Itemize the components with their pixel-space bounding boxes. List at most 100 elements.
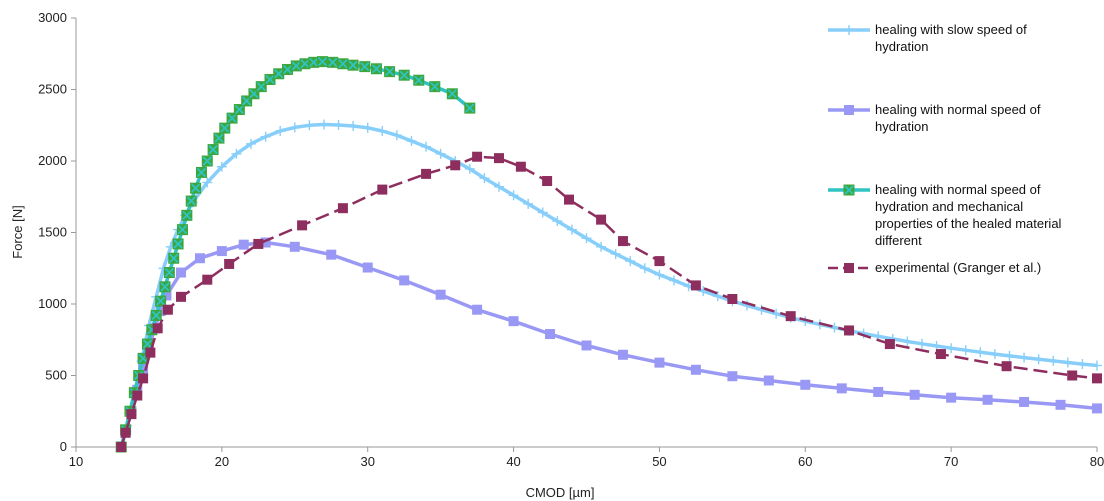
x-tick-label: 60 bbox=[798, 454, 812, 469]
data-point bbox=[202, 177, 213, 188]
data-point bbox=[233, 104, 245, 116]
data-point bbox=[260, 237, 271, 248]
data-point bbox=[195, 166, 207, 178]
data-point bbox=[289, 122, 300, 133]
data-point bbox=[219, 122, 231, 134]
data-point bbox=[698, 286, 709, 297]
data-point bbox=[581, 340, 592, 351]
data-point bbox=[120, 427, 131, 438]
y-tick-label: 1500 bbox=[38, 225, 67, 240]
x-tick-label: 40 bbox=[506, 454, 520, 469]
y-tick-label: 500 bbox=[45, 368, 67, 383]
data-point bbox=[297, 220, 308, 231]
data-point bbox=[542, 176, 553, 187]
data-point bbox=[975, 347, 986, 358]
legend-item-1: healing with slow speed of hydration bbox=[828, 22, 1027, 54]
data-point bbox=[435, 148, 446, 159]
data-point bbox=[771, 308, 782, 319]
data-point bbox=[138, 373, 149, 384]
data-point bbox=[275, 125, 286, 136]
data-point bbox=[238, 239, 249, 250]
data-point bbox=[639, 263, 650, 274]
data-point bbox=[1004, 350, 1015, 361]
data-point bbox=[224, 258, 235, 269]
data-point bbox=[464, 102, 476, 114]
data-point bbox=[916, 338, 927, 349]
data-point bbox=[902, 336, 913, 347]
data-point bbox=[989, 349, 1000, 360]
data-point bbox=[377, 184, 388, 195]
data-point bbox=[1055, 399, 1066, 410]
data-point bbox=[654, 357, 665, 368]
data-point bbox=[727, 293, 738, 304]
data-point bbox=[960, 345, 971, 356]
legend-label: hydration bbox=[875, 39, 928, 54]
y-axis-label: Force [N] bbox=[10, 205, 25, 258]
data-point bbox=[935, 349, 946, 360]
data-point bbox=[836, 383, 847, 394]
data-point bbox=[168, 252, 180, 264]
data-point bbox=[116, 442, 127, 452]
data-point bbox=[145, 347, 156, 358]
data-point bbox=[253, 238, 264, 249]
data-point bbox=[1092, 403, 1102, 414]
data-point bbox=[785, 311, 796, 322]
data-point bbox=[946, 343, 957, 354]
x-axis-label: CMOD [µm] bbox=[526, 485, 595, 500]
data-point bbox=[1062, 357, 1073, 368]
legend-swatch-marker bbox=[844, 25, 854, 35]
data-point bbox=[727, 371, 738, 382]
data-point bbox=[304, 120, 315, 131]
data-point bbox=[763, 375, 774, 386]
data-point bbox=[398, 69, 410, 81]
legend-item-3: healing with normal speed of hydration an… bbox=[828, 182, 1062, 248]
data-point bbox=[1092, 373, 1102, 384]
data-point bbox=[712, 291, 723, 302]
data-point bbox=[563, 194, 574, 205]
data-point bbox=[318, 119, 329, 130]
data-point bbox=[281, 63, 293, 75]
data-point bbox=[596, 214, 607, 225]
data-point bbox=[213, 132, 225, 144]
data-point bbox=[176, 291, 187, 302]
data-point bbox=[216, 161, 227, 172]
data-point bbox=[1077, 359, 1088, 370]
data-point bbox=[202, 274, 213, 285]
data-point bbox=[421, 168, 432, 179]
data-point bbox=[413, 74, 425, 86]
y-tick-label: 2500 bbox=[38, 82, 67, 97]
data-point bbox=[1048, 355, 1059, 366]
data-point bbox=[138, 363, 149, 374]
legend-label: different bbox=[875, 233, 922, 248]
data-point bbox=[377, 125, 388, 136]
data-point bbox=[226, 112, 238, 124]
data-point bbox=[844, 325, 855, 336]
data-point bbox=[1033, 354, 1044, 365]
legend-label: hydration and mechanical bbox=[875, 199, 1023, 214]
data-point bbox=[181, 209, 193, 221]
legend-swatch-marker bbox=[844, 105, 854, 115]
data-point bbox=[566, 224, 577, 235]
data-point bbox=[690, 280, 701, 291]
data-point bbox=[359, 61, 371, 73]
data-point bbox=[260, 131, 271, 142]
data-point bbox=[464, 163, 475, 174]
data-point bbox=[625, 256, 636, 267]
data-point bbox=[617, 236, 628, 247]
data-point bbox=[654, 269, 665, 280]
data-point bbox=[1019, 352, 1030, 363]
data-point bbox=[207, 144, 219, 156]
data-point bbox=[552, 216, 563, 227]
y-tick-label: 0 bbox=[60, 439, 67, 454]
data-point bbox=[909, 389, 920, 400]
x-tick-label: 20 bbox=[215, 454, 229, 469]
data-point bbox=[326, 249, 337, 260]
legend-item-2: healing with normal speed of hydration bbox=[828, 102, 1041, 134]
data-point bbox=[610, 248, 621, 259]
data-point bbox=[545, 329, 556, 340]
data-point bbox=[194, 253, 205, 264]
data-point bbox=[190, 182, 202, 194]
x-ticks: 10 20 30 40 50 60 70 80 bbox=[69, 447, 1104, 469]
data-point bbox=[152, 323, 163, 334]
data-point bbox=[472, 304, 483, 315]
